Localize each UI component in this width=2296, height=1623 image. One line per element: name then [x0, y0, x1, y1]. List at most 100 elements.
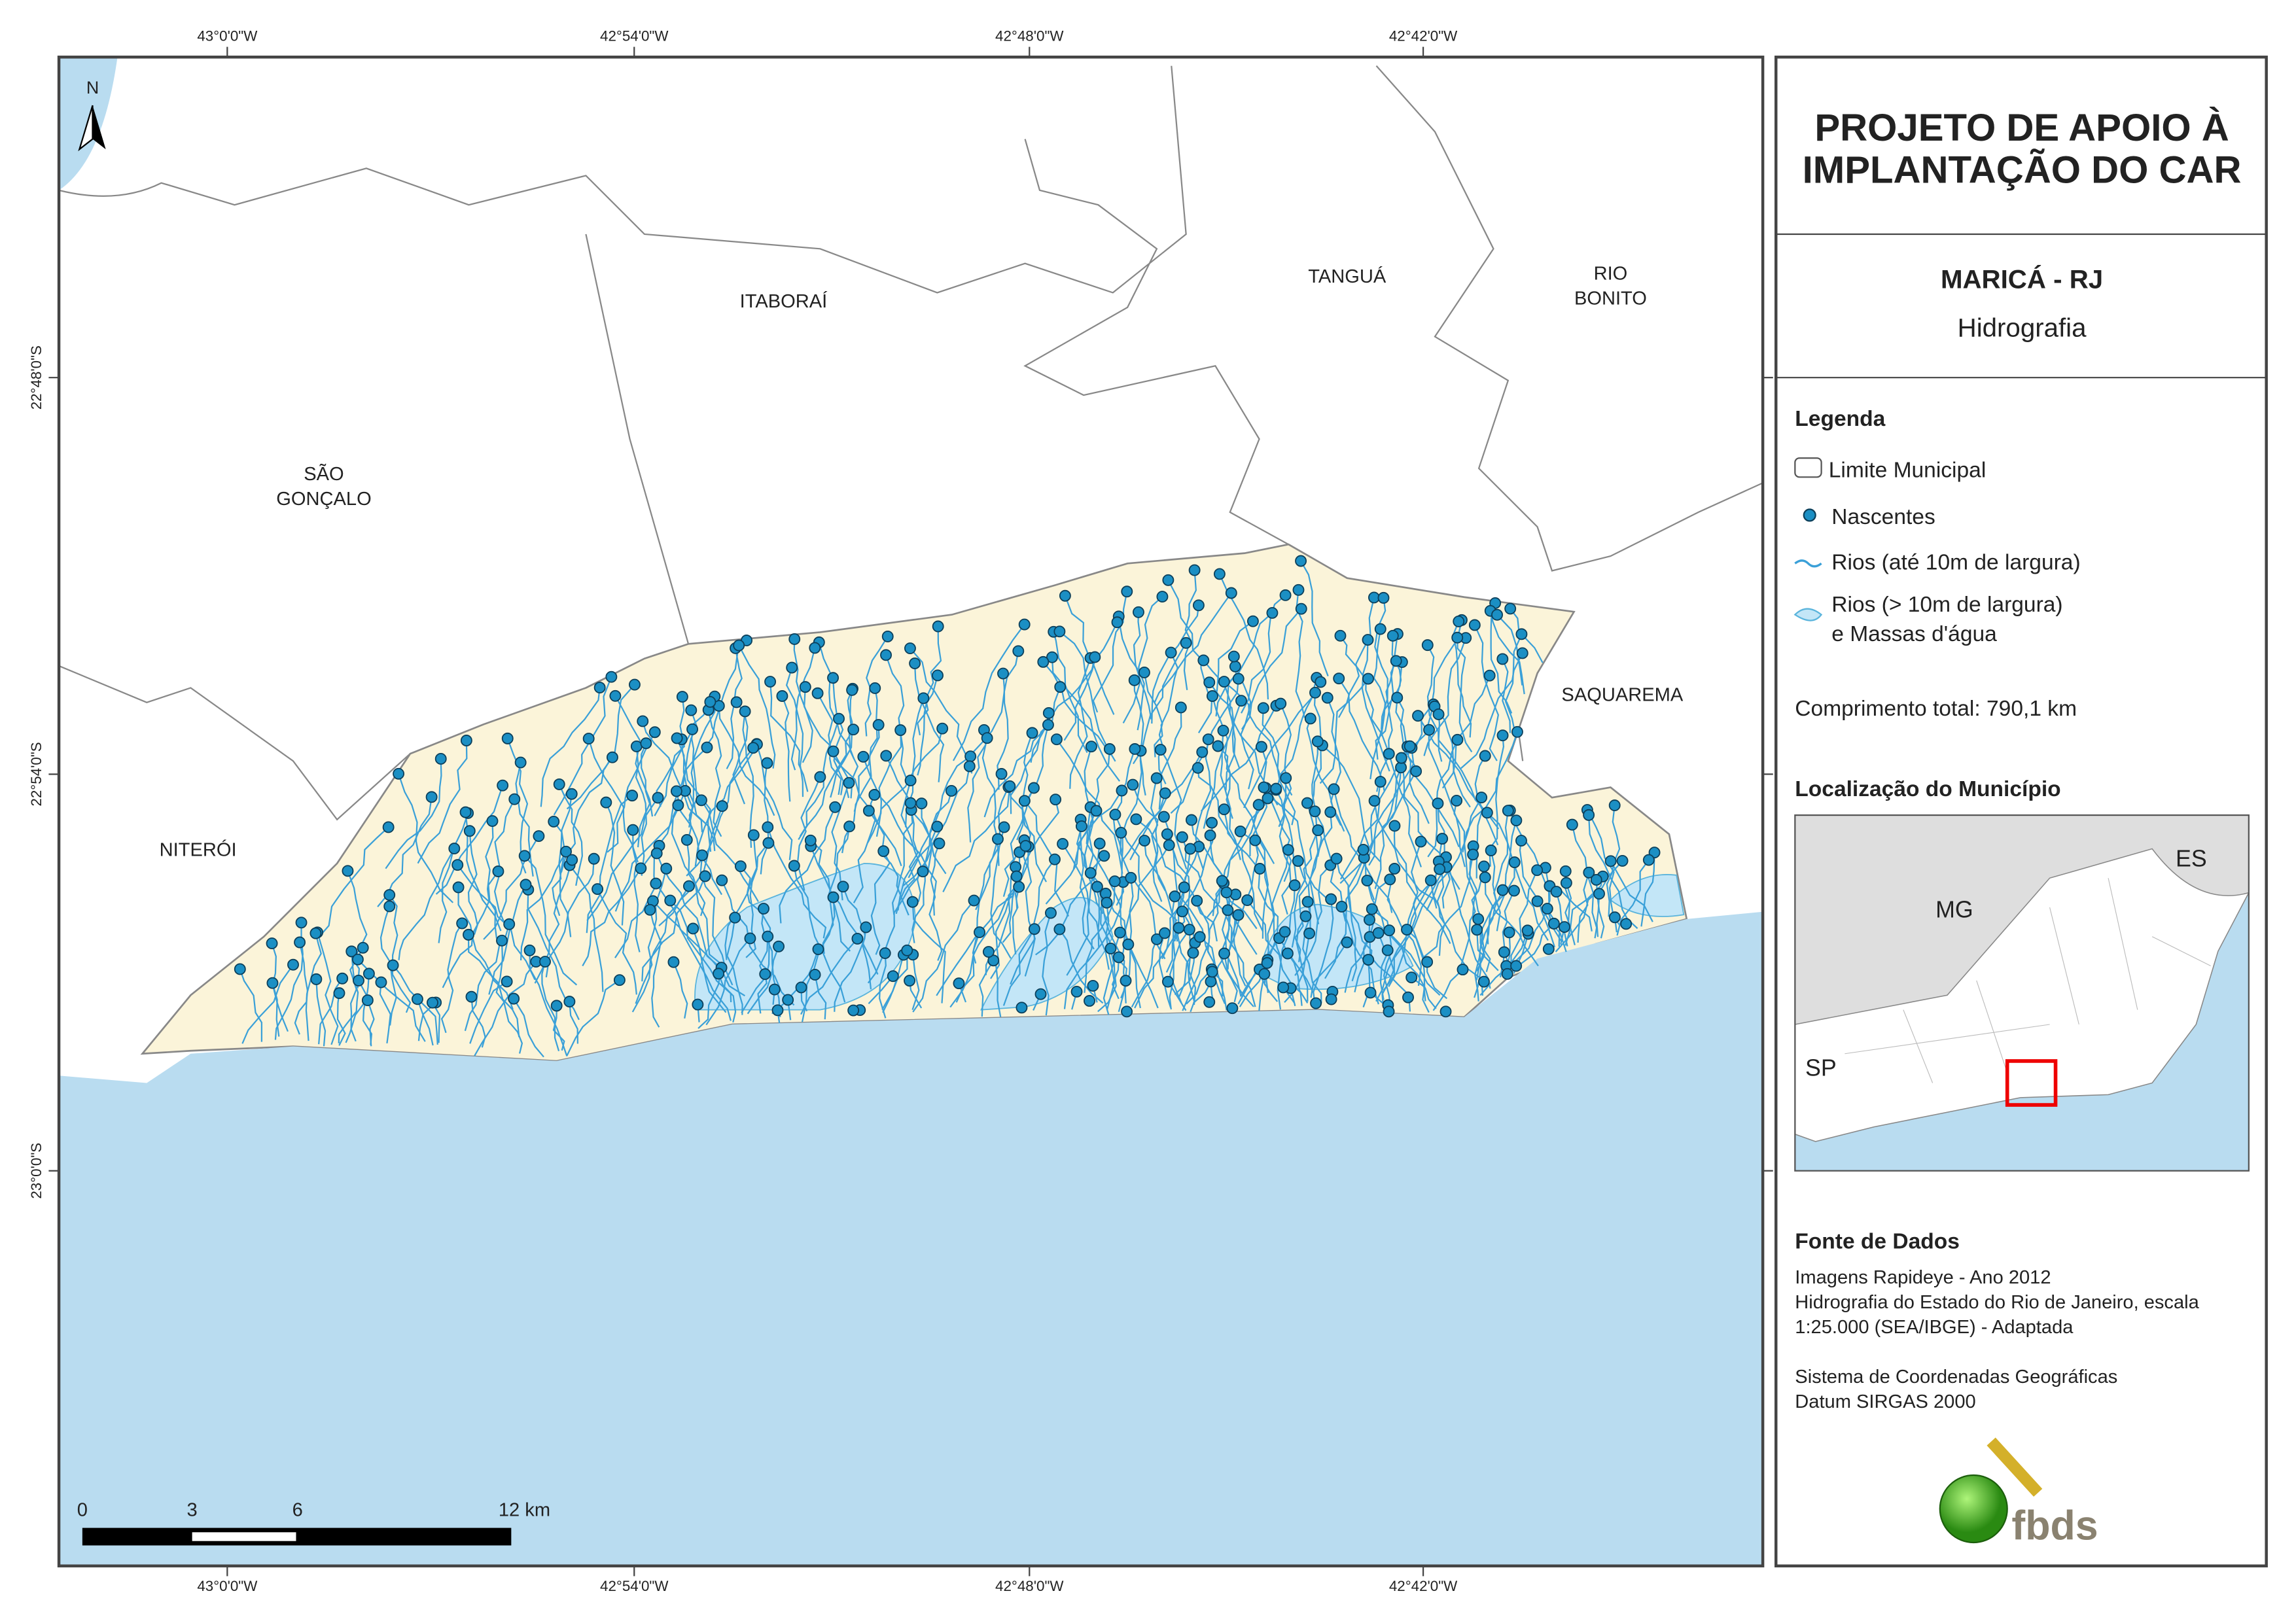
place-label: TANGUÁ: [1308, 266, 1386, 287]
river: [552, 794, 573, 916]
spring: [1330, 852, 1343, 865]
spring: [762, 837, 775, 849]
spring: [1415, 835, 1427, 848]
river: [1055, 739, 1123, 874]
spring: [995, 768, 1008, 780]
spring: [448, 843, 461, 855]
river: [1241, 608, 1302, 730]
spring: [1315, 676, 1327, 688]
lon-label: 43°0'0"W: [197, 1578, 258, 1594]
spring: [1104, 942, 1117, 954]
spring: [953, 977, 965, 990]
spring: [716, 874, 728, 886]
spring: [1357, 843, 1369, 856]
spring: [1485, 845, 1497, 856]
legend-item: Rios (até 10m de largura): [1831, 550, 2080, 574]
river: [417, 740, 468, 864]
spring: [1295, 602, 1307, 615]
spring: [872, 719, 885, 731]
spring: [933, 837, 945, 850]
spring: [1045, 907, 1057, 919]
spring: [1496, 653, 1509, 665]
river: [1544, 867, 1593, 932]
spring: [637, 715, 649, 727]
legend: Legenda Limite Municipal Nascentes Rios …: [1793, 407, 2081, 801]
river: [1460, 652, 1523, 769]
spring: [1508, 884, 1520, 897]
spring: [1057, 837, 1069, 850]
spring: [901, 944, 913, 956]
river: [540, 687, 601, 807]
spring: [1335, 900, 1348, 913]
river: [605, 802, 625, 926]
river: [435, 785, 504, 895]
spring: [1583, 866, 1595, 879]
river: [1203, 700, 1243, 829]
north-label: N: [86, 78, 99, 97]
spring: [744, 932, 756, 945]
spring: [729, 911, 741, 924]
river: [417, 1002, 436, 1041]
river: [1012, 845, 1028, 954]
spring: [553, 778, 565, 790]
river: [1426, 644, 1443, 762]
river: [1035, 843, 1101, 956]
river: [830, 688, 854, 798]
spring: [1303, 927, 1315, 939]
river: [1487, 812, 1549, 941]
spring: [1496, 884, 1509, 896]
spring: [1111, 616, 1123, 629]
spring: [1280, 772, 1292, 784]
spring: [1162, 574, 1174, 586]
spring: [1059, 589, 1071, 602]
river: [990, 827, 1012, 959]
spring: [1174, 701, 1187, 714]
lon-label: 42°48'0"W: [995, 1578, 1064, 1594]
spring: [1434, 863, 1446, 875]
spring: [501, 732, 514, 744]
spring: [1121, 1005, 1133, 1018]
spring: [1165, 646, 1177, 659]
river: [588, 738, 639, 863]
spring: [814, 771, 826, 783]
spring: [627, 824, 639, 836]
spring: [762, 930, 774, 943]
spring: [1377, 591, 1390, 604]
spring: [1453, 615, 1465, 627]
river: [1223, 953, 1254, 1007]
spring: [565, 788, 578, 800]
spring: [459, 806, 472, 818]
river: [1432, 969, 1464, 1011]
spring: [1187, 947, 1199, 959]
spring: [1559, 921, 1570, 933]
spring: [387, 959, 399, 971]
spring: [1053, 625, 1066, 638]
river: [1373, 800, 1438, 909]
spring: [860, 921, 872, 934]
spring: [1192, 761, 1204, 774]
spring: [877, 845, 890, 858]
river: [1197, 620, 1254, 733]
spring: [667, 956, 680, 968]
river: [1183, 570, 1197, 690]
spring: [1178, 881, 1190, 894]
spring: [833, 712, 845, 725]
scale-label: 6: [292, 1500, 303, 1521]
spring: [1115, 826, 1127, 839]
spring: [968, 894, 980, 907]
spring: [582, 733, 595, 745]
spring: [686, 723, 699, 735]
river: [738, 645, 776, 769]
spring: [1206, 816, 1218, 829]
lat-label: 23°0'0"S: [28, 1143, 44, 1199]
spring: [880, 649, 892, 661]
lon-label: 42°42'0"W: [1389, 28, 1458, 44]
spring: [630, 740, 643, 752]
spring: [1620, 918, 1633, 930]
inset-label: ES: [2176, 845, 2207, 871]
spring: [1054, 681, 1067, 693]
spring: [1034, 988, 1047, 1000]
place-labels: ITABORAÍ TANGUÁ RIO BONITO SÃO GONÇALO N…: [160, 263, 1684, 860]
river: [1393, 826, 1451, 945]
river: [1275, 789, 1292, 915]
